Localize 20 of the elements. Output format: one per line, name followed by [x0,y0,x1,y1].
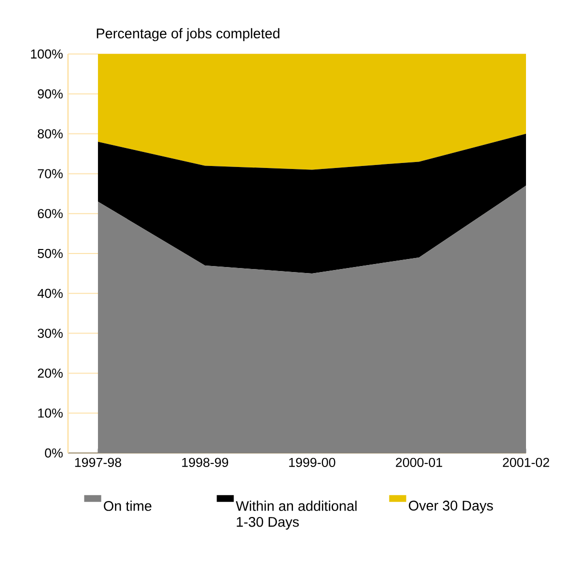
y-axis-title: Percentage of jobs completed [96,28,280,42]
x-tick-label: 1999-00 [289,458,336,468]
y-tick-label: 60% [38,209,63,218]
y-tick-label: 100% [31,49,63,59]
y-tick-label: 0% [44,448,63,458]
legend-label: On time [104,500,152,511]
y-tick-label: 10% [38,408,63,418]
x-tick-label: 2000-01 [396,458,442,468]
x-tick-label: 1998-99 [182,458,228,468]
y-tick-label: 90% [38,89,63,98]
y-tick-label: 30% [38,328,63,338]
x-tick-label: 2001-02 [502,458,550,468]
legend-label: Over 30 Days [408,500,493,514]
x-tick-label: 1997-98 [75,458,122,468]
y-tick-label: 50% [38,248,63,258]
legend-label: Within an additional 1-30 Days [236,500,357,530]
y-tick-label: 20% [38,368,63,378]
y-tick-label: 70% [38,169,63,178]
y-tick-label: 80% [38,129,63,138]
y-tick-label: 40% [38,288,63,298]
